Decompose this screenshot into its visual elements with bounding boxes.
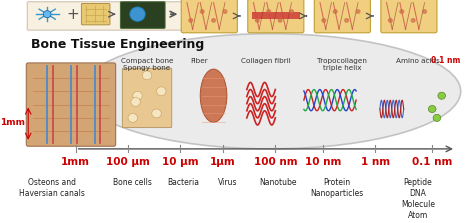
Bar [252,12,300,19]
FancyBboxPatch shape [122,68,172,128]
Circle shape [156,87,166,96]
Text: Compact bone
Spongy bone: Compact bone Spongy bone [121,58,173,71]
Text: Bacteria: Bacteria [167,178,199,187]
Text: 10 nm: 10 nm [305,157,341,167]
Circle shape [200,10,204,13]
Text: 10 μm: 10 μm [162,157,199,167]
Circle shape [278,19,282,22]
Circle shape [290,10,293,13]
Circle shape [133,91,142,100]
Circle shape [411,19,415,22]
Circle shape [400,10,404,13]
Circle shape [130,7,145,21]
FancyBboxPatch shape [120,2,165,28]
FancyBboxPatch shape [248,0,304,33]
FancyBboxPatch shape [314,0,370,33]
Text: 0.1 nm: 0.1 nm [431,56,461,65]
Text: 1mm: 1mm [61,157,90,167]
Text: Tropocollagen
triple helix: Tropocollagen triple helix [317,58,367,71]
Circle shape [255,19,259,22]
Circle shape [428,105,436,113]
Text: +: + [66,7,79,22]
Circle shape [131,97,140,106]
Text: 1μm: 1μm [210,157,236,167]
Ellipse shape [81,34,461,149]
FancyBboxPatch shape [381,0,437,33]
Circle shape [142,71,152,80]
FancyBboxPatch shape [82,4,110,25]
Circle shape [189,19,192,22]
Text: Bone cells: Bone cells [113,178,152,187]
FancyBboxPatch shape [27,2,219,30]
Text: Amino acids: Amino acids [396,58,440,64]
Circle shape [356,10,360,13]
Circle shape [223,10,227,13]
Circle shape [322,19,326,22]
Circle shape [333,10,337,13]
Text: 0.1 nm: 0.1 nm [412,157,452,167]
Text: Collagen fibril: Collagen fibril [241,58,291,64]
Text: 1mm: 1mm [0,118,25,127]
Text: 100 μm: 100 μm [106,157,150,167]
Circle shape [345,19,348,22]
Text: Nanotube: Nanotube [259,178,297,187]
Text: 1 nm: 1 nm [361,157,390,167]
Text: Osteons and
Haversian canals: Osteons and Haversian canals [19,178,85,198]
Circle shape [44,11,51,18]
Circle shape [433,114,441,121]
Circle shape [389,19,392,22]
Ellipse shape [200,69,227,122]
Text: Peptide
DNA
Molecule
Atom: Peptide DNA Molecule Atom [401,178,435,221]
Circle shape [212,19,216,22]
Text: Bone Tissue Engineering: Bone Tissue Engineering [31,38,204,51]
Circle shape [423,10,427,13]
Circle shape [267,10,271,13]
Circle shape [128,114,137,122]
Circle shape [152,109,161,118]
Text: Fiber: Fiber [191,58,208,64]
Circle shape [438,92,446,99]
FancyBboxPatch shape [26,63,116,146]
FancyBboxPatch shape [181,0,237,33]
Text: Protein
Nanoparticles: Protein Nanoparticles [310,178,364,198]
Text: 100 nm: 100 nm [254,157,297,167]
Text: Virus: Virus [218,178,237,187]
